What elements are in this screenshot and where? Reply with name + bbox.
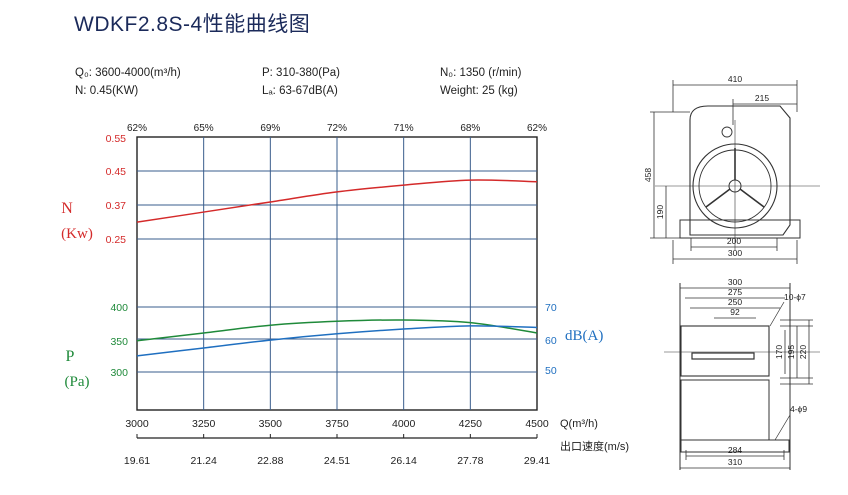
- dim-200: 200: [727, 236, 741, 246]
- dim-250: 250: [728, 297, 742, 307]
- spec-weight: Weight: 25 (kg): [440, 85, 518, 97]
- dim-458: 458: [643, 168, 653, 182]
- spec-speed: N₀: 1350 (r/min): [440, 67, 522, 79]
- dim-284: 284: [728, 445, 742, 455]
- spoke: [739, 188, 765, 208]
- spec-noise: Lₐ: 63-67dB(A): [262, 85, 338, 97]
- db-tick-label: 70: [545, 302, 557, 314]
- dim-220: 220: [798, 345, 808, 359]
- outlet-flange: [680, 325, 770, 377]
- bolt-holes-base: 4-ϕ9: [790, 404, 807, 414]
- series-line-n: [136, 179, 538, 223]
- x-tick-label: 4000: [392, 418, 416, 430]
- page-title: WDKF2.8S-4性能曲线图: [74, 13, 311, 36]
- n-axis-label: N: [61, 200, 73, 217]
- p-axis-unit: (Pa): [65, 374, 90, 390]
- n-tick-label: 0.37: [106, 200, 127, 212]
- secondary-tick-label: 29.41: [524, 455, 550, 467]
- secondary-tick-label: 26.14: [391, 455, 417, 467]
- dim-410: 410: [728, 74, 742, 84]
- secondary-tick-label: 24.51: [324, 455, 350, 467]
- x-tick-label: 4500: [525, 418, 549, 430]
- n-axis-unit: (Kw): [61, 226, 93, 242]
- secondary-tick-label: 27.78: [457, 455, 483, 467]
- secondary-tick-label: 21.24: [191, 455, 217, 467]
- dim-310: 310: [728, 457, 742, 467]
- bolt-holes-top: 10-ϕ7: [784, 292, 806, 302]
- p-tick-label: 400: [110, 302, 128, 314]
- efficiency-label: 72%: [327, 123, 347, 134]
- spec-power: N: 0.45(KW): [75, 85, 139, 97]
- series-line-db: [136, 325, 538, 357]
- efficiency-label: 69%: [260, 123, 280, 134]
- base-frame-side: [680, 439, 790, 453]
- leader-line: [774, 414, 791, 441]
- fan-housing-front: [689, 105, 791, 236]
- secondary-tick-label: 19.61: [124, 455, 150, 467]
- x-tick-label: 3250: [192, 418, 216, 430]
- spec-flow: Q₀: 3600-4000(m³/h): [75, 67, 181, 79]
- dim-300-side: 300: [728, 277, 742, 287]
- dim-190: 190: [655, 205, 665, 219]
- series-line-p: [136, 319, 538, 342]
- dim-300: 300: [728, 248, 742, 258]
- db-axis-label: dB(A): [565, 328, 603, 344]
- x-tick-label: 3000: [125, 418, 149, 430]
- leader-line: [769, 301, 785, 327]
- secondary-axis-label: 出口速度(m/s): [560, 439, 629, 453]
- dim-92: 92: [730, 307, 740, 317]
- n-tick-label: 0.25: [106, 234, 127, 246]
- x-tick-label: 4250: [459, 418, 483, 430]
- x-axis-label: Q(m³/h): [560, 418, 598, 430]
- dim-170: 170: [774, 345, 784, 359]
- base-frame-front: [679, 219, 801, 239]
- spec-pressure: P: 310-380(Pa): [262, 67, 340, 79]
- spoke: [705, 188, 731, 208]
- efficiency-label: 65%: [194, 123, 214, 134]
- efficiency-label: 68%: [460, 123, 480, 134]
- chart-layer: 0.55 0.45 0.37 0.25 N (Kw) 400 350 300 P (Pa) 70 60 5…: [61, 123, 629, 467]
- p-axis-label: P: [66, 348, 75, 365]
- efficiency-label: 62%: [527, 123, 547, 134]
- n-tick-label: 0.45: [106, 166, 127, 178]
- dim-275: 275: [728, 287, 742, 297]
- secondary-tick-label: 22.88: [257, 455, 283, 467]
- x-tick-label: 3500: [259, 418, 283, 430]
- motor-body: [680, 379, 770, 441]
- p-tick-label: 350: [110, 336, 128, 348]
- outlet-slot: [691, 352, 755, 360]
- p-tick-label: 300: [110, 367, 128, 379]
- efficiency-label: 62%: [127, 123, 147, 134]
- efficiency-label: 71%: [394, 123, 414, 134]
- small-port: [721, 126, 733, 138]
- n-tick-label: 0.55: [106, 133, 127, 145]
- dim-195: 195: [786, 345, 796, 359]
- db-tick-label: 60: [545, 335, 557, 347]
- x-tick-label: 3750: [325, 418, 349, 430]
- db-tick-label: 50: [545, 365, 557, 377]
- dim-215: 215: [755, 93, 769, 103]
